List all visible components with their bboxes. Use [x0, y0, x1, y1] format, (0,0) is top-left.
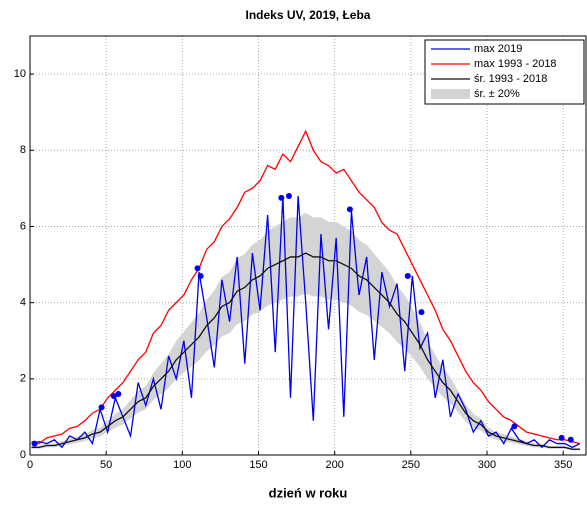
marker [115, 391, 122, 398]
legend-label: śr. 1993 - 2018 [474, 73, 547, 85]
chart-title: Indeks UV, 2019, Łeba [246, 8, 371, 22]
x-tick-label: 50 [100, 459, 112, 471]
x-tick-label: 0 [27, 459, 33, 471]
y-tick-label: 0 [20, 449, 26, 461]
marker [110, 392, 117, 399]
y-tick-label: 2 [20, 373, 26, 385]
marker [404, 272, 411, 279]
legend-label: śr. ± 20% [474, 88, 520, 100]
marker [98, 404, 105, 411]
marker [31, 440, 38, 447]
marker [194, 265, 201, 272]
marker [278, 194, 285, 201]
x-tick-label: 250 [402, 459, 420, 471]
marker [567, 436, 574, 443]
data-layer [31, 129, 581, 451]
line [31, 129, 581, 445]
x-tick-label: 350 [554, 459, 572, 471]
y-tick-label: 6 [20, 220, 26, 232]
x-axis-label: dzień w roku [269, 485, 348, 500]
band-area [31, 212, 580, 451]
x-tick-label: 100 [173, 459, 191, 471]
y-tick-label: 10 [14, 68, 26, 80]
legend-label: max 2019 [474, 43, 522, 55]
legend-label: max 1993 - 2018 [474, 58, 557, 70]
legend-swatch [431, 89, 470, 99]
marker [558, 434, 565, 441]
x-tick-label: 200 [325, 459, 343, 471]
marker [285, 192, 292, 199]
marker [197, 272, 204, 279]
plot-frame [29, 35, 587, 456]
marker [418, 309, 425, 316]
x-tick-label: 300 [478, 459, 496, 471]
line [31, 252, 580, 450]
x-tick-label: 150 [249, 459, 267, 471]
marker [511, 423, 518, 430]
y-tick-label: 8 [20, 144, 26, 156]
y-tick-label: 4 [20, 297, 26, 309]
marker [346, 206, 353, 213]
